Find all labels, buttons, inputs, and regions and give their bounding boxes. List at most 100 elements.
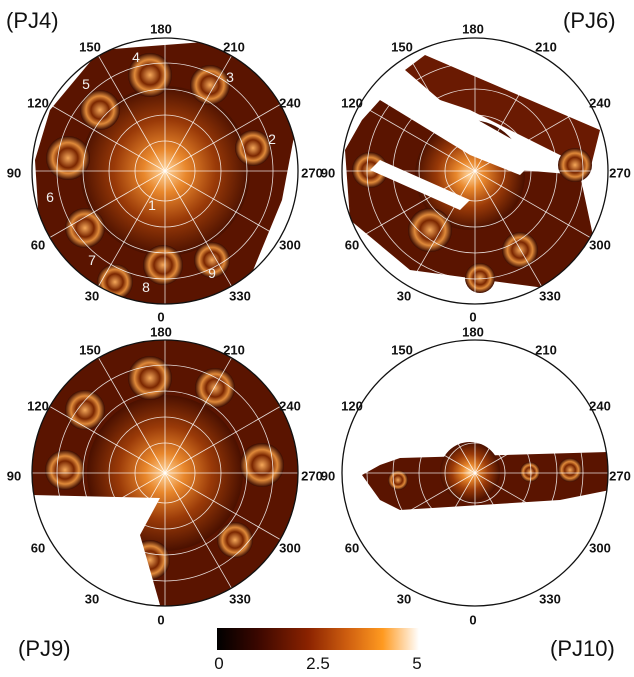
pj4-angle-300: 300: [279, 237, 301, 253]
panel-pj10-grid: [341, 339, 609, 607]
pj6-angle-240: 240: [589, 95, 611, 111]
grid-spoke-330: [98, 55, 166, 172]
grid-spoke-60: [474, 104, 591, 172]
pj9-angle-0: 0: [157, 612, 165, 628]
grid-spoke-60: [474, 406, 591, 474]
panel-label-pj4: (PJ4): [6, 8, 59, 33]
pj9-angle-150: 150: [79, 342, 101, 358]
outer-boundary-circle: [31, 37, 299, 305]
pj4-vortex-7: 7: [88, 252, 96, 268]
pj10-angle-90: 90: [320, 468, 336, 484]
outer-boundary-circle: [341, 37, 609, 305]
pj10-angle-150: 150: [391, 342, 413, 358]
pj10-angle-120: 120: [341, 398, 363, 414]
pj10-angle-210: 210: [535, 342, 557, 358]
grid-spoke-330: [408, 357, 476, 474]
pj10-angle-30: 30: [396, 591, 412, 607]
grid-spoke-120: [474, 170, 591, 238]
pj4-vortex-4: 4: [132, 49, 140, 65]
pj10-angle-270: 270: [609, 468, 631, 484]
grid-spoke-60: [164, 406, 281, 474]
pj4-vortex-5: 5: [82, 76, 90, 92]
grid-spoke-240: [49, 170, 166, 238]
pj6-angle-300: 300: [589, 237, 611, 253]
pj4-vortex-8: 8: [142, 279, 150, 295]
grid-spoke-60: [164, 104, 281, 172]
pj4-vortex-9: 9: [208, 265, 216, 281]
pj10-angle-0: 0: [469, 612, 477, 628]
pj4-angle-180: 180: [150, 21, 172, 37]
pj6-angle-150: 150: [391, 39, 413, 55]
grid-spoke-330: [408, 55, 476, 172]
pj4-angle-330: 330: [229, 288, 251, 304]
panel-pj6-grid: [341, 37, 609, 305]
pj10-angle-300: 300: [589, 540, 611, 556]
grid-spoke-300: [49, 104, 166, 172]
pj10-angle-330: 330: [539, 591, 561, 607]
grid-spoke-30: [474, 55, 542, 172]
pj4-vortex-3: 3: [226, 69, 234, 85]
pj6-angle-60: 60: [344, 237, 360, 253]
grid-spoke-120: [164, 170, 281, 238]
grid-spoke-30: [164, 357, 232, 474]
colorbar-tick-0: 0: [214, 654, 224, 673]
pj4-angle-150: 150: [79, 39, 101, 55]
pj4-vortex-2: 2: [268, 131, 276, 147]
grid-spoke-330: [98, 357, 166, 474]
grid-spoke-300: [49, 406, 166, 474]
grid-spoke-210: [408, 170, 476, 287]
pj6-angle-330: 330: [539, 288, 561, 304]
colorbar-tick-5: 5: [412, 654, 422, 673]
grid-spoke-240: [359, 170, 476, 238]
grid-spoke-120: [474, 472, 591, 540]
grid-spoke-300: [359, 104, 476, 172]
pj6-angle-90: 90: [320, 165, 336, 181]
pj9-angle-210: 210: [223, 342, 245, 358]
grid-spoke-150: [164, 472, 232, 589]
colorbar: [217, 628, 419, 650]
pj9-angle-60: 60: [30, 540, 46, 556]
panel-label-pj6: (PJ6): [563, 8, 616, 33]
pj4-angle-210: 210: [223, 39, 245, 55]
grid-spoke-210: [98, 170, 166, 287]
panel-label-pj9: (PJ9): [18, 636, 71, 661]
pj6-angle-270: 270: [609, 165, 631, 181]
panel-pj9-grid: [31, 339, 299, 607]
grid-spoke-150: [474, 170, 542, 287]
pj6-angle-180: 180: [462, 21, 484, 37]
pj6-angle-30: 30: [396, 288, 412, 304]
pj4-angle-30: 30: [84, 288, 100, 304]
pj4-angle-60: 60: [30, 237, 46, 253]
pj10-angle-180: 180: [462, 324, 484, 340]
pj4-angle-0: 0: [157, 309, 165, 325]
pj4-angle-90: 90: [6, 165, 22, 181]
panel-label-pj10: (PJ10): [550, 636, 615, 661]
pj4-angle-270: 270: [301, 165, 323, 181]
pj9-angle-90: 90: [6, 468, 22, 484]
grid-spoke-120: [164, 472, 281, 540]
pj10-angle-240: 240: [589, 398, 611, 414]
grid-spoke-150: [474, 472, 542, 589]
pj10-angle-60: 60: [344, 540, 360, 556]
pj9-angle-30: 30: [84, 591, 100, 607]
grid-spoke-210: [408, 472, 476, 589]
outer-boundary-circle: [341, 339, 609, 607]
grid-spoke-30: [164, 55, 232, 172]
grid-spoke-240: [359, 472, 476, 540]
pj6-angle-120: 120: [341, 95, 363, 111]
colorbar-tick-2-5: 2.5: [306, 654, 330, 673]
pj4-angle-120: 120: [27, 95, 49, 111]
pj9-angle-240: 240: [279, 398, 301, 414]
pj9-angle-120: 120: [27, 398, 49, 414]
pj9-angle-180: 180: [150, 324, 172, 340]
pj6-angle-210: 210: [535, 39, 557, 55]
grid-spoke-240: [49, 472, 166, 540]
outer-boundary-circle: [31, 339, 299, 607]
panel-pj6-map: [345, 55, 600, 293]
pj9-angle-300: 300: [279, 540, 301, 556]
grid-spoke-210: [98, 472, 166, 589]
pj4-angle-240: 240: [279, 95, 301, 111]
grid-spoke-150: [164, 170, 232, 287]
pj9-angle-330: 330: [229, 591, 251, 607]
